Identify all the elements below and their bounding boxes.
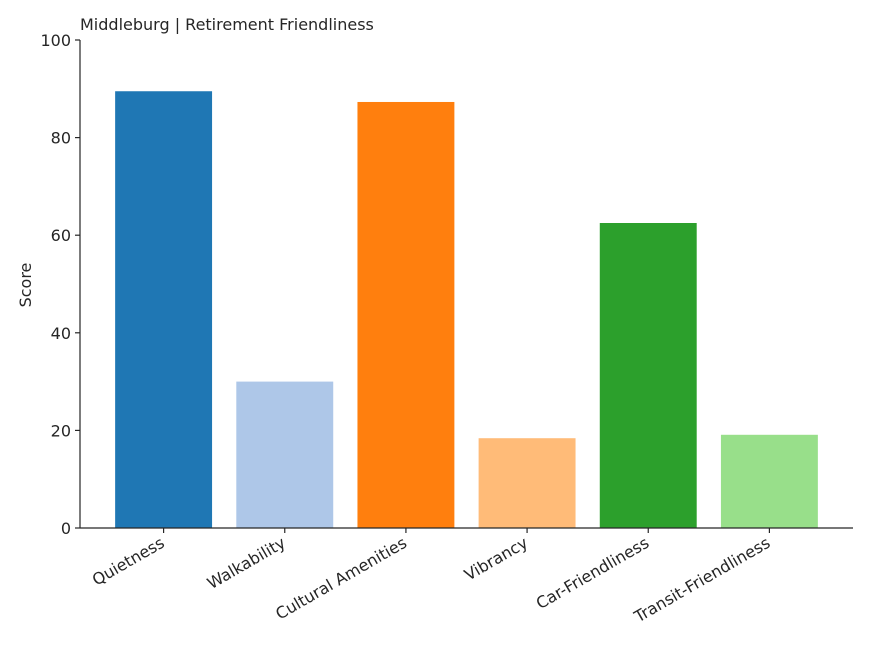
bar — [599, 223, 697, 528]
y-axis-label: Score — [16, 263, 35, 308]
y-tick-label: 80 — [51, 129, 71, 148]
y-tick-label: 0 — [61, 519, 71, 538]
chart-title: Middleburg | Retirement Friendliness — [80, 15, 374, 34]
y-tick-label: 20 — [51, 421, 71, 440]
y-tick-label: 100 — [40, 31, 71, 50]
x-tick-label: Cultural Amenities — [272, 533, 410, 623]
y-tick-label: 60 — [51, 226, 71, 245]
y-tick-label: 40 — [51, 324, 71, 343]
bar — [720, 434, 818, 528]
x-tick-label: Quietness — [89, 533, 168, 589]
bar — [115, 91, 213, 529]
bar — [236, 381, 334, 528]
bar — [357, 101, 455, 528]
x-tick-label: Vibrancy — [461, 533, 531, 584]
bar — [478, 438, 576, 528]
x-tick-label: Car-Friendliness — [533, 533, 653, 613]
x-tick-label: Walkability — [204, 533, 289, 593]
x-tick-label: Transit-Friendliness — [630, 533, 773, 627]
